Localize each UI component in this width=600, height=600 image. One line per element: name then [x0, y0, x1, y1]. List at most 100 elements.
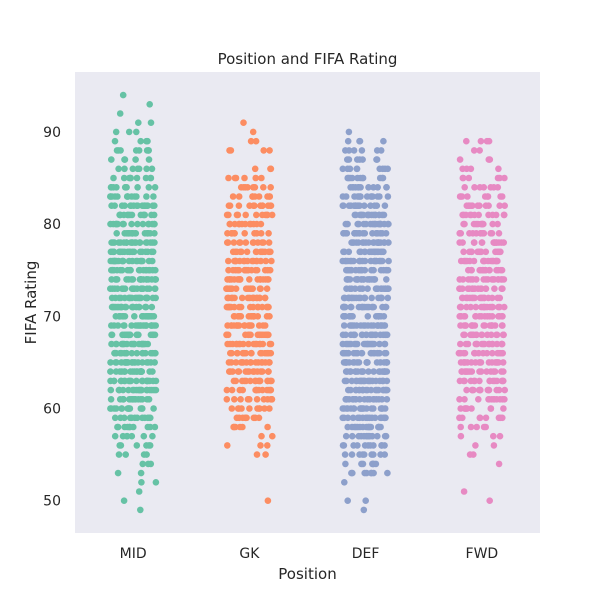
data-point — [238, 405, 245, 412]
data-point — [344, 414, 352, 422]
data-point — [345, 386, 352, 394]
data-point — [226, 220, 234, 228]
data-point — [357, 377, 365, 385]
data-point — [127, 174, 134, 182]
data-point — [145, 156, 153, 163]
data-point — [133, 442, 141, 449]
data-point — [137, 386, 145, 394]
data-point — [121, 184, 129, 191]
data-point — [261, 294, 269, 302]
data-point — [113, 230, 120, 237]
data-point — [232, 423, 239, 431]
data-point — [121, 313, 129, 320]
data-point — [366, 423, 374, 431]
data-point — [263, 349, 271, 357]
data-point — [351, 230, 358, 237]
data-point — [139, 460, 146, 468]
data-point — [133, 368, 140, 375]
data-point — [384, 165, 392, 173]
data-point — [227, 285, 234, 293]
data-point — [343, 368, 351, 375]
data-point — [235, 414, 243, 422]
data-point — [351, 285, 359, 293]
data-point — [227, 368, 234, 375]
data-point — [138, 257, 145, 265]
data-point — [475, 396, 482, 403]
data-point — [485, 386, 493, 394]
data-point — [250, 414, 258, 422]
data-point — [365, 276, 373, 283]
data-point — [486, 313, 494, 320]
data-point — [373, 285, 381, 293]
data-point — [242, 285, 250, 293]
data-point — [264, 331, 271, 339]
data-point — [456, 396, 463, 403]
data-point — [136, 248, 144, 256]
data-point — [151, 331, 159, 339]
data-point — [341, 349, 349, 357]
data-point — [249, 313, 256, 320]
data-point — [363, 405, 370, 412]
data-point — [124, 423, 131, 431]
data-point — [261, 405, 268, 412]
data-point — [236, 276, 244, 283]
data-point — [121, 165, 128, 173]
data-point — [133, 377, 140, 385]
data-point — [354, 442, 361, 449]
data-point — [265, 368, 272, 375]
data-point — [111, 137, 119, 145]
data-point — [339, 165, 347, 173]
data-point — [348, 377, 356, 385]
data-point — [251, 230, 258, 237]
data-point — [113, 184, 120, 191]
data-point — [120, 497, 128, 505]
data-point — [116, 211, 123, 219]
data-point — [496, 202, 504, 209]
data-point — [499, 313, 506, 320]
data-point — [228, 386, 236, 394]
data-point — [124, 331, 131, 339]
data-point — [359, 386, 367, 394]
data-point — [364, 313, 372, 320]
data-point — [456, 377, 464, 385]
data-point — [264, 497, 272, 505]
data-point — [237, 396, 244, 403]
data-point — [225, 294, 232, 302]
data-point — [488, 322, 496, 329]
data-point — [249, 303, 257, 311]
data-point — [371, 414, 379, 422]
data-point — [457, 303, 465, 311]
data-point — [365, 211, 373, 219]
data-point — [224, 239, 232, 246]
data-point — [224, 322, 231, 329]
data-point — [480, 276, 488, 283]
data-point — [358, 147, 366, 154]
data-point — [381, 340, 388, 348]
data-point — [487, 230, 495, 237]
data-point — [252, 377, 259, 385]
data-point — [384, 294, 392, 302]
data-point — [480, 340, 487, 348]
data-point — [149, 257, 156, 265]
data-point — [364, 285, 371, 293]
data-point — [489, 220, 497, 228]
data-point — [258, 174, 265, 182]
data-point — [459, 414, 466, 422]
data-point — [362, 497, 370, 505]
data-point — [361, 469, 369, 477]
data-point — [373, 359, 381, 366]
data-point — [361, 202, 368, 209]
data-point — [131, 313, 138, 320]
data-point — [152, 377, 160, 385]
data-point — [494, 359, 501, 366]
data-point — [111, 285, 119, 293]
data-point — [367, 202, 374, 209]
data-point — [107, 368, 114, 375]
data-point — [130, 248, 138, 256]
data-point — [499, 396, 506, 403]
data-point — [480, 184, 488, 191]
data-point — [382, 432, 390, 440]
data-point — [145, 396, 153, 403]
data-point — [108, 294, 116, 302]
data-point — [496, 432, 504, 440]
